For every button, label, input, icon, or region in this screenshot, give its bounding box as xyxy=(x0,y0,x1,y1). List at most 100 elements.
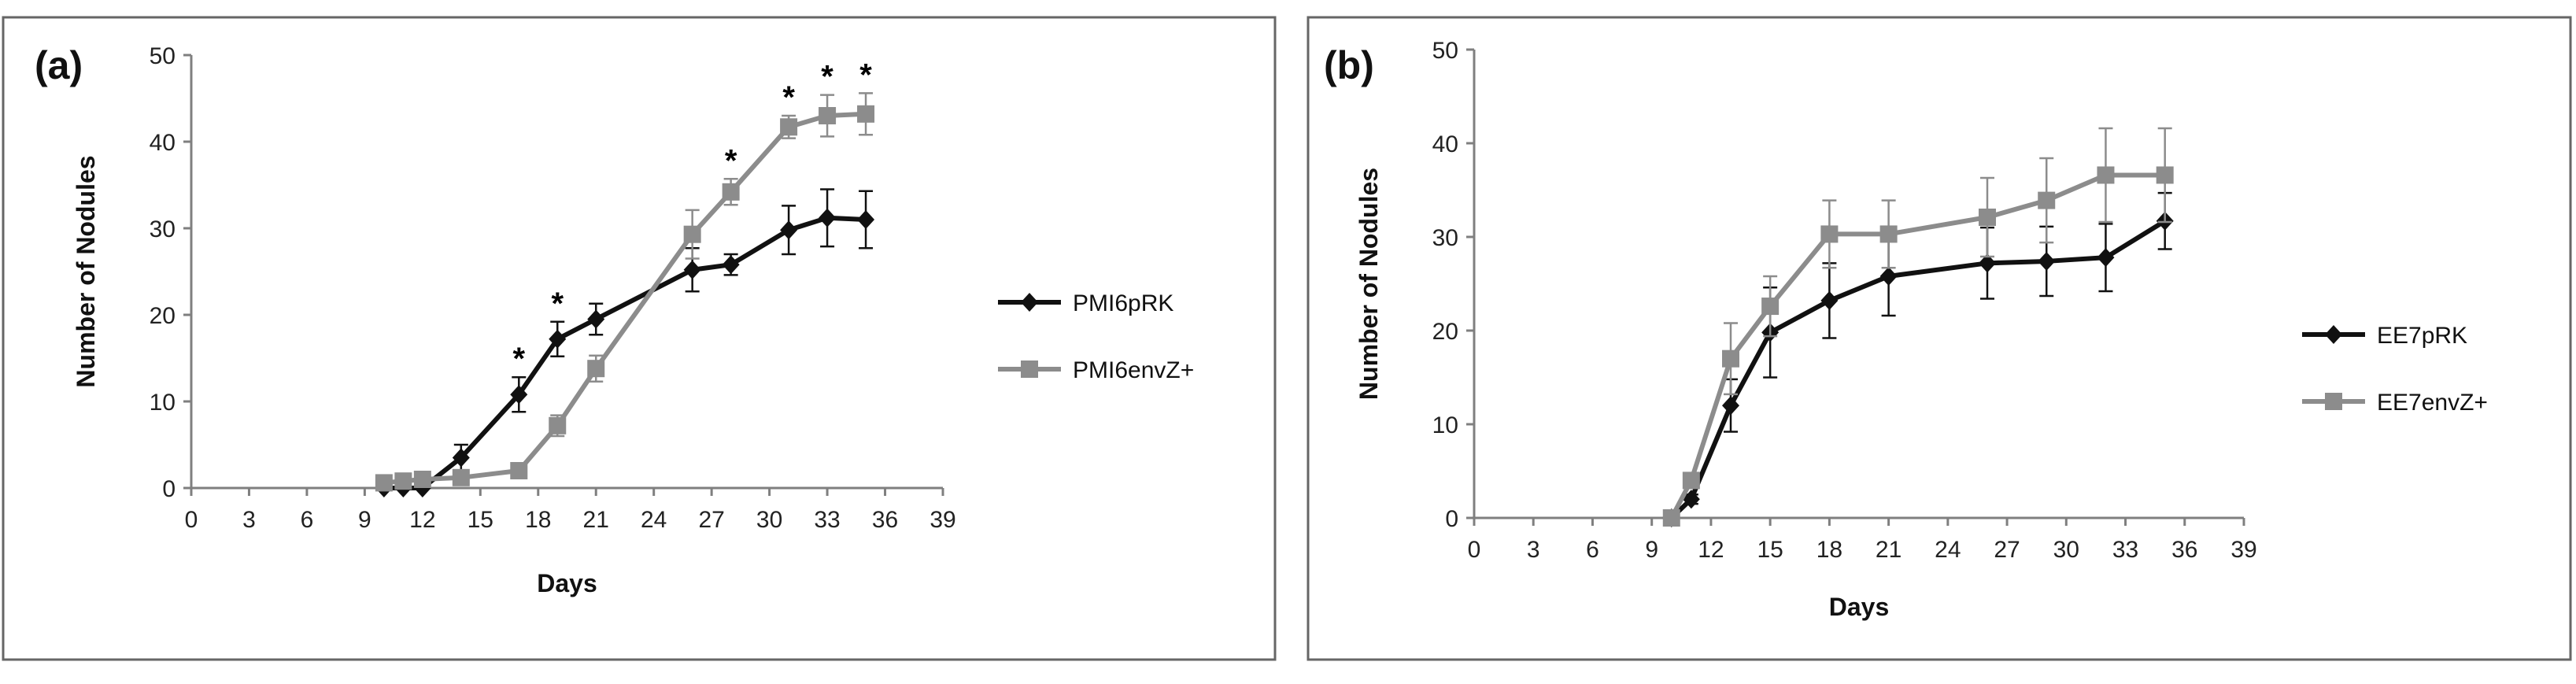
x-tick-label: 0 xyxy=(185,507,198,533)
y-axis-title: Number of Nodules xyxy=(72,155,100,387)
significance-marker: * xyxy=(725,143,737,178)
data-point xyxy=(1820,290,1839,310)
x-tick-label: 6 xyxy=(301,507,314,533)
y-tick-label: 30 xyxy=(150,216,176,242)
data-point xyxy=(375,474,393,492)
y-tick-label: 0 xyxy=(162,476,176,502)
significance-marker: * xyxy=(782,80,795,115)
data-point xyxy=(1682,490,1700,509)
x-axis-title: Days xyxy=(1829,593,1890,621)
data-point xyxy=(510,462,528,479)
y-tick-label: 40 xyxy=(1432,131,1458,157)
panel-label: (a) xyxy=(35,43,83,87)
data-point xyxy=(510,385,528,405)
data-point xyxy=(587,360,605,378)
x-tick-label: 3 xyxy=(1527,537,1540,563)
data-point xyxy=(819,208,837,227)
x-tick-label: 27 xyxy=(698,507,724,533)
x-tick-label: 21 xyxy=(583,507,609,533)
data-point xyxy=(1761,298,1780,316)
y-tick-label: 50 xyxy=(150,43,176,69)
x-tick-label: 27 xyxy=(1994,537,2020,563)
data-point xyxy=(819,107,837,124)
data-point xyxy=(2097,166,2115,184)
x-tick-label: 9 xyxy=(358,507,371,533)
x-tick-label: 33 xyxy=(814,507,840,533)
x-tick-label: 12 xyxy=(1698,537,1724,563)
data-point xyxy=(857,210,875,229)
data-point xyxy=(780,118,798,136)
data-point xyxy=(413,471,431,488)
data-point xyxy=(857,105,875,123)
data-point xyxy=(780,220,798,240)
data-point xyxy=(549,416,567,434)
x-axis-title: Days xyxy=(537,569,597,597)
x-tick-label: 24 xyxy=(1935,537,1961,563)
legend-label: PMI6pRK xyxy=(1073,290,1173,316)
x-tick-label: 33 xyxy=(2112,537,2138,563)
x-tick-label: 24 xyxy=(641,507,667,533)
x-tick-label: 6 xyxy=(1586,537,1599,563)
y-tick-label: 10 xyxy=(150,390,176,416)
data-point xyxy=(1682,471,1700,490)
data-point xyxy=(2038,251,2056,271)
x-tick-label: 0 xyxy=(1468,537,1481,563)
data-point xyxy=(683,225,701,243)
data-point xyxy=(452,448,470,468)
x-tick-label: 39 xyxy=(930,507,955,533)
series-1 xyxy=(375,92,875,492)
data-point xyxy=(2097,248,2115,268)
data-point xyxy=(683,260,701,279)
data-point xyxy=(1879,266,1898,286)
x-tick-label: 18 xyxy=(1817,537,1842,563)
series-line xyxy=(1669,219,2167,520)
data-point xyxy=(1662,509,1680,527)
significance-marker: * xyxy=(821,60,833,94)
y-tick-label: 20 xyxy=(1432,319,1458,345)
legend-marker xyxy=(2325,393,2342,410)
legend-label: PMI6envZ+ xyxy=(1073,357,1194,383)
panel-a-frame xyxy=(2,16,1277,661)
x-tick-label: 21 xyxy=(1876,537,1902,563)
data-point xyxy=(587,309,605,329)
panel-label: (b) xyxy=(1324,43,1374,87)
x-tick-label: 39 xyxy=(2230,537,2256,563)
data-point xyxy=(1722,349,1739,368)
y-tick-label: 0 xyxy=(1445,506,1458,532)
data-point xyxy=(1979,253,1996,273)
y-axis-title: Number of Nodules xyxy=(1355,168,1383,400)
y-tick-label: 50 xyxy=(1432,38,1458,64)
data-point xyxy=(722,255,740,275)
panel-b-frame xyxy=(1306,16,2572,661)
x-tick-label: 30 xyxy=(2053,537,2079,563)
data-point xyxy=(722,183,740,201)
legend-marker xyxy=(1021,360,1038,378)
y-tick-label: 20 xyxy=(150,303,176,329)
significance-marker: * xyxy=(859,57,872,92)
significance-marker: * xyxy=(551,287,564,321)
data-point xyxy=(2038,191,2056,209)
data-point xyxy=(2156,166,2174,184)
legend-label: EE7pRK xyxy=(2377,323,2467,349)
x-tick-label: 12 xyxy=(409,507,435,533)
x-tick-label: 36 xyxy=(2171,537,2197,563)
legend-marker xyxy=(2325,325,2342,344)
data-point xyxy=(1979,209,1996,227)
y-tick-label: 40 xyxy=(150,130,176,156)
x-tick-label: 30 xyxy=(756,507,782,533)
x-tick-label: 15 xyxy=(468,507,493,533)
y-tick-label: 10 xyxy=(1432,412,1458,438)
data-point xyxy=(1722,396,1739,416)
x-tick-label: 3 xyxy=(242,507,256,533)
x-tick-label: 36 xyxy=(872,507,898,533)
series-1 xyxy=(1662,127,2174,527)
data-point xyxy=(1879,225,1898,243)
data-point xyxy=(1820,225,1839,243)
data-point xyxy=(394,472,412,490)
legend-label: EE7envZ+ xyxy=(2377,390,2488,416)
legend-marker xyxy=(1021,293,1038,312)
y-tick-label: 30 xyxy=(1432,225,1458,251)
x-tick-label: 18 xyxy=(525,507,551,533)
